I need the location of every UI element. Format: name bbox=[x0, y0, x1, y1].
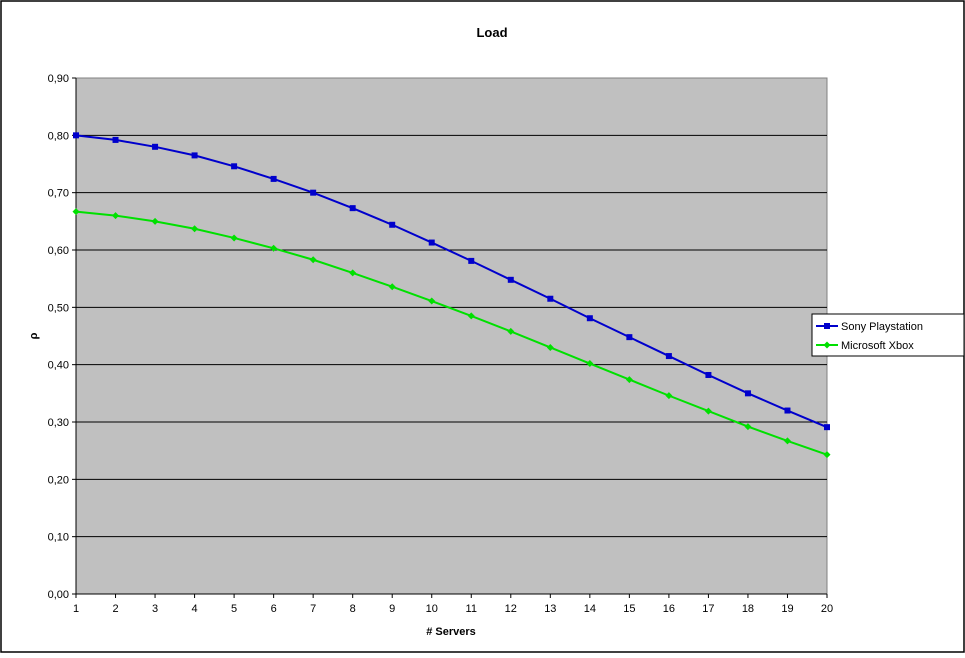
data-point bbox=[72, 208, 80, 216]
data-point bbox=[704, 407, 712, 415]
legend-item: Microsoft Xbox bbox=[816, 340, 914, 352]
data-point bbox=[507, 327, 515, 335]
data-point bbox=[349, 269, 357, 277]
y-tick-label: 0,10 bbox=[48, 532, 69, 544]
y-tick-label: 0,00 bbox=[48, 589, 69, 601]
y-axis-ticks: 0,00 0,10 0,20 0,30 0,40 0,50 0,60 0,70 0,80 0,90 bbox=[48, 73, 76, 601]
x-tick-label: 8 bbox=[350, 603, 356, 615]
data-point bbox=[310, 189, 317, 196]
chart-title: Load bbox=[476, 25, 507, 40]
data-point bbox=[824, 424, 830, 431]
legend: Sony Playstation Microsoft Xbox bbox=[811, 313, 965, 357]
data-point bbox=[705, 371, 712, 378]
x-tick-label: 16 bbox=[663, 603, 675, 615]
plot-area bbox=[75, 77, 828, 595]
x-axis-title: # Servers bbox=[426, 626, 476, 638]
x-tick-label: 19 bbox=[781, 603, 793, 615]
data-point bbox=[467, 312, 475, 320]
data-point bbox=[349, 205, 356, 212]
data-point bbox=[230, 234, 238, 242]
series-layer bbox=[72, 132, 831, 459]
data-point bbox=[546, 343, 554, 351]
data-point bbox=[586, 360, 594, 368]
data-point bbox=[744, 423, 752, 431]
y-tick-label: 0,70 bbox=[48, 188, 69, 200]
legend-label: Sony Playstation bbox=[841, 321, 923, 333]
data-point bbox=[468, 257, 475, 264]
data-point bbox=[388, 283, 396, 291]
legend-marker bbox=[824, 323, 830, 329]
y-tick-label: 0,80 bbox=[48, 130, 69, 142]
data-point bbox=[270, 175, 277, 182]
series-line bbox=[75, 134, 828, 429]
data-point bbox=[73, 132, 79, 139]
x-tick-label: 3 bbox=[152, 603, 158, 615]
data-point bbox=[428, 297, 436, 305]
data-point bbox=[112, 136, 119, 143]
y-tick-label: 0,60 bbox=[48, 245, 69, 257]
x-tick-label: 6 bbox=[271, 603, 277, 615]
x-tick-label: 18 bbox=[742, 603, 754, 615]
x-tick-label: 12 bbox=[505, 603, 517, 615]
series-sony-playstation bbox=[73, 132, 830, 431]
y-tick-label: 0,90 bbox=[48, 73, 69, 85]
y-tick-label: 0,30 bbox=[48, 417, 69, 429]
data-point bbox=[783, 437, 791, 445]
data-point bbox=[270, 244, 278, 252]
series-line bbox=[75, 210, 828, 456]
x-tick-label: 10 bbox=[426, 603, 438, 615]
y-axis-title: ρ bbox=[28, 332, 40, 339]
data-point bbox=[112, 212, 120, 220]
data-point bbox=[547, 295, 554, 302]
x-tick-label: 13 bbox=[544, 603, 556, 615]
data-point bbox=[665, 392, 673, 400]
legend-marker bbox=[823, 341, 831, 349]
data-point bbox=[507, 276, 514, 283]
data-point bbox=[626, 334, 633, 341]
y-tick-label: 0,40 bbox=[48, 360, 69, 372]
x-tick-label: 11 bbox=[466, 603, 477, 615]
legend-box bbox=[811, 313, 965, 357]
x-tick-label: 14 bbox=[584, 603, 596, 615]
x-tick-label: 7 bbox=[310, 603, 316, 615]
series-microsoft-xbox bbox=[72, 208, 831, 459]
x-tick-label: 17 bbox=[702, 603, 714, 615]
legend-item: Sony Playstation bbox=[816, 321, 923, 333]
x-tick-label: 20 bbox=[821, 603, 833, 615]
data-point bbox=[191, 152, 198, 159]
data-point bbox=[231, 163, 238, 170]
data-point bbox=[309, 256, 317, 264]
x-tick-label: 5 bbox=[231, 603, 237, 615]
gridlines bbox=[75, 78, 827, 595]
data-point bbox=[428, 239, 435, 246]
y-tick-label: 0,50 bbox=[48, 302, 69, 314]
data-point bbox=[625, 376, 633, 384]
x-tick-label: 2 bbox=[112, 603, 118, 615]
data-point bbox=[665, 353, 672, 360]
x-tick-label: 4 bbox=[192, 603, 198, 615]
x-tick-label: 15 bbox=[623, 603, 635, 615]
x-axis-ticks: 1 2 3 4 5 6 7 8 9 10 11 12 13 14 15 16 17 18 19 20 bbox=[73, 594, 833, 615]
data-point bbox=[784, 407, 791, 414]
legend-label: Microsoft Xbox bbox=[841, 340, 914, 352]
data-point bbox=[191, 225, 199, 233]
x-tick-label: 9 bbox=[389, 603, 395, 615]
data-point bbox=[586, 315, 593, 322]
data-point bbox=[823, 451, 831, 459]
data-point bbox=[152, 143, 159, 150]
data-point bbox=[744, 390, 751, 397]
data-point bbox=[389, 221, 396, 228]
x-tick-label: 1 bbox=[73, 603, 79, 615]
data-point bbox=[151, 217, 159, 225]
y-tick-label: 0,20 bbox=[48, 474, 69, 486]
